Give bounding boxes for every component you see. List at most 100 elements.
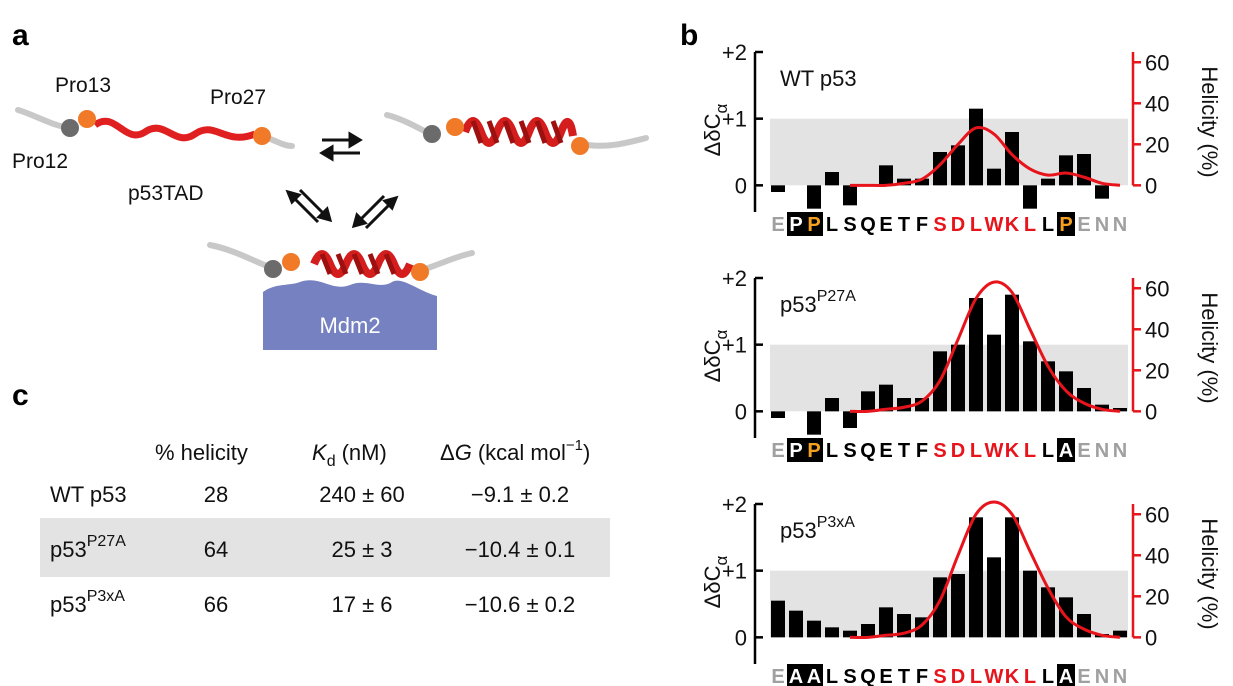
diagram-label: Pro27	[210, 86, 266, 109]
header-part: K	[312, 440, 328, 465]
bar	[771, 600, 785, 638]
residue-label: W	[985, 440, 1004, 462]
chart-title: p53P27A	[780, 288, 856, 317]
residue-label: S	[843, 666, 856, 686]
strand	[425, 250, 475, 271]
residue-label: K	[1005, 666, 1020, 686]
cell: 17 ± 6	[331, 592, 392, 617]
chart-title-part: WT p53	[780, 66, 857, 91]
bar	[1077, 154, 1091, 186]
y2-tick-label: 0	[1145, 625, 1157, 650]
bar	[843, 630, 857, 638]
bar	[843, 411, 857, 428]
y-axis-label: ΔδCα	[700, 555, 731, 608]
residue-label: P	[1059, 214, 1072, 236]
residue-label: S	[933, 666, 946, 686]
bar	[1041, 178, 1055, 186]
cell: 28	[204, 482, 228, 507]
residue-label: L	[1024, 214, 1036, 236]
proline-ball	[423, 125, 441, 143]
residue-box	[805, 664, 823, 686]
helicity-line	[849, 500, 1121, 639]
residue-label: P	[789, 214, 802, 236]
bar	[1113, 630, 1127, 638]
proline-ball	[446, 118, 464, 136]
row-name: p53P3xA	[50, 588, 125, 617]
residue-label: N	[1113, 666, 1127, 686]
residue-label: L	[826, 666, 838, 686]
residue-label: T	[898, 214, 910, 236]
y-tick-label: 0	[735, 625, 747, 650]
residue-label: P	[807, 214, 820, 236]
panel-label: b	[680, 19, 698, 52]
bar	[807, 620, 821, 638]
y-axis-label: ΔδCα	[700, 329, 731, 382]
residue-label: T	[898, 666, 910, 686]
bar	[1005, 294, 1019, 412]
row-name-part: p53	[50, 592, 87, 617]
residue-label: K	[1005, 440, 1020, 462]
residue-label: L	[970, 440, 982, 462]
proline-ball	[78, 110, 96, 128]
bar	[789, 610, 803, 638]
y-tick-label: +1	[722, 107, 747, 132]
residue-label: L	[1042, 440, 1054, 462]
bar	[1005, 132, 1019, 186]
residue-label: N	[1095, 666, 1109, 686]
cell: 240 ± 60	[319, 482, 404, 507]
residue-label: E	[771, 666, 784, 686]
y2-tick-label: 60	[1145, 502, 1169, 527]
residue-label: S	[843, 214, 856, 236]
bar	[987, 334, 1001, 412]
chart-title-part: p53	[780, 292, 817, 317]
residue-label: T	[898, 440, 910, 462]
bar	[1023, 570, 1037, 638]
row-name: WT p53	[50, 482, 127, 507]
bar	[825, 172, 839, 186]
residue-label: Q	[860, 440, 876, 462]
proline-ball	[411, 263, 429, 281]
shaded-band	[770, 344, 1128, 412]
residue-label: S	[933, 214, 946, 236]
header-part: (nM)	[342, 440, 387, 465]
bar	[825, 627, 839, 638]
bar	[969, 298, 983, 412]
cell: 66	[204, 592, 228, 617]
y-axis-label-sub: α	[712, 555, 731, 565]
residue-label: E	[1077, 214, 1090, 236]
cell: 64	[204, 537, 228, 562]
y-tick-label: +1	[722, 559, 747, 584]
column-header: Kd (nM)	[312, 440, 387, 470]
column-header: % helicity	[155, 440, 248, 465]
residue-label: L	[1024, 440, 1036, 462]
y2-tick-label: 0	[1145, 173, 1157, 198]
residue-label: Q	[860, 214, 876, 236]
bar	[987, 168, 1001, 186]
bar	[879, 607, 893, 638]
residue-label: D	[951, 214, 965, 236]
strand	[585, 135, 649, 149]
residue-label: E	[879, 440, 892, 462]
residue-label: E	[1077, 440, 1090, 462]
y2-tick-label: 60	[1145, 50, 1169, 75]
bar	[771, 185, 785, 192]
bar	[1113, 408, 1127, 412]
y-axis-label-part: ΔδC	[700, 339, 725, 382]
y-axis-label-part: ΔδC	[700, 113, 725, 156]
residue-label: N	[1095, 440, 1109, 462]
helix	[310, 250, 414, 278]
bar	[951, 344, 965, 412]
strand	[265, 135, 295, 149]
residue-label: L	[970, 666, 982, 686]
residue-box	[787, 438, 805, 462]
residue-label: N	[1095, 214, 1109, 236]
header-part: d	[327, 453, 336, 470]
chart-title: p53P3xA	[780, 514, 855, 543]
residue-label: S	[843, 440, 856, 462]
bar	[969, 108, 983, 186]
bar	[951, 574, 965, 638]
y-axis-label: ΔδCα	[700, 103, 731, 156]
header-part: Δ	[440, 440, 455, 465]
residue-label: L	[970, 214, 982, 236]
